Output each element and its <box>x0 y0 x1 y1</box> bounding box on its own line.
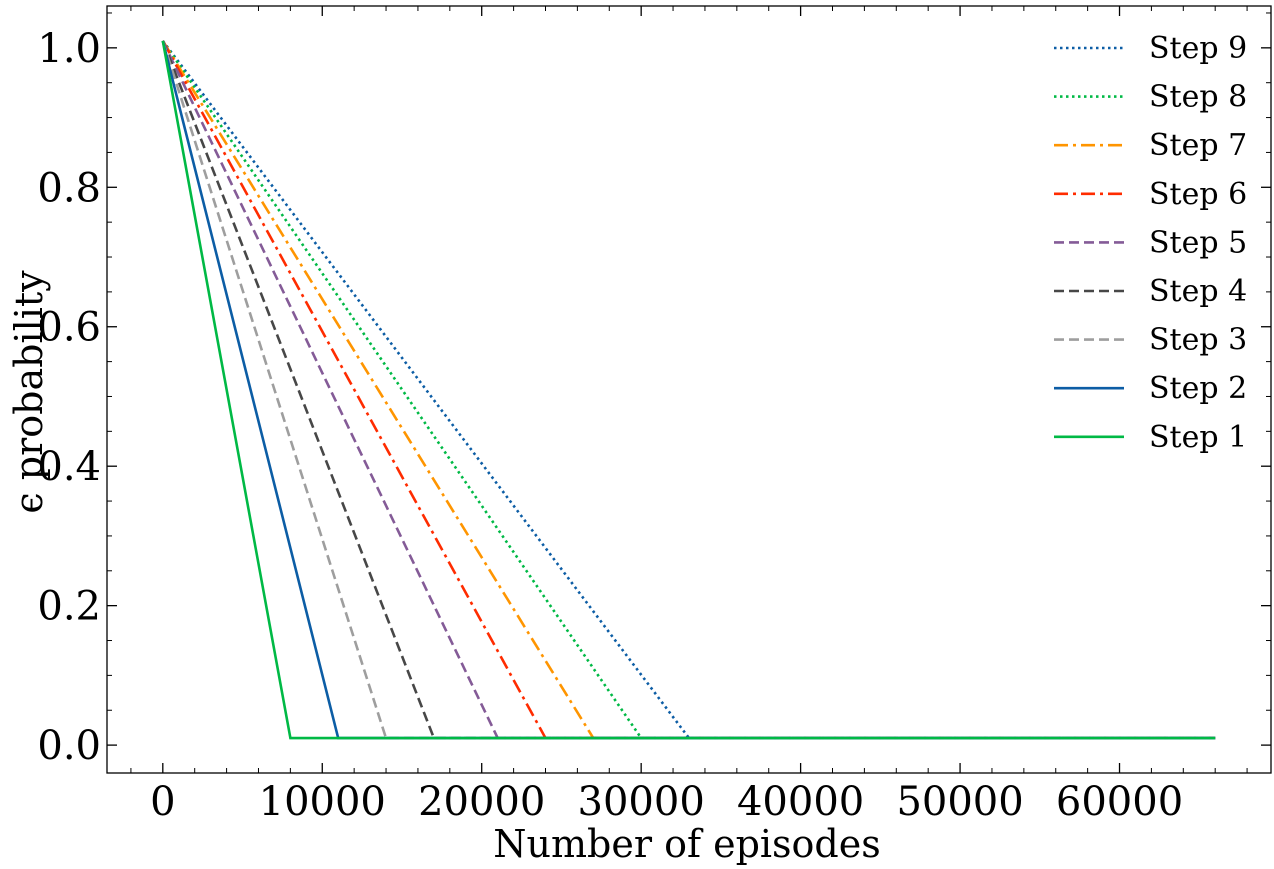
legend-label: Step 1 <box>1149 420 1247 455</box>
y-tick-labels: 0.0 0.2 0.4 0.6 0.8 1.0 <box>37 26 101 769</box>
legend-label: Step 4 <box>1149 274 1247 309</box>
y-tick-label: 0.6 <box>37 305 101 351</box>
y-tick-label: 0.8 <box>37 165 101 211</box>
x-tick-label: 60000 <box>1056 779 1183 825</box>
legend-label: Step 3 <box>1149 323 1247 358</box>
series-line <box>161 40 1216 740</box>
major-ticks <box>107 6 1271 773</box>
legend-label: Step 5 <box>1149 225 1247 260</box>
legend-label: Step 9 <box>1149 31 1247 66</box>
x-tick-labels: 0 10000 20000 30000 40000 50000 60000 <box>150 779 1183 825</box>
legend-label: Step 8 <box>1149 80 1247 115</box>
x-tick-label: 30000 <box>578 779 705 825</box>
x-tick-label: 20000 <box>418 779 545 825</box>
x-axis-label: Number of episodes <box>493 822 881 866</box>
x-tick-label: 0 <box>150 779 175 825</box>
x-tick-label: 50000 <box>896 779 1023 825</box>
x-tick-label: 40000 <box>737 779 864 825</box>
y-tick-label: 0.2 <box>37 584 101 630</box>
y-tick-label: 0.4 <box>37 444 101 490</box>
minor-ticks <box>107 6 1271 773</box>
legend-label: Step 7 <box>1149 128 1247 163</box>
y-tick-label: 0.0 <box>37 723 101 769</box>
y-axis-label: ϵ probability <box>7 270 51 514</box>
legend-label: Step 6 <box>1149 177 1247 212</box>
y-tick-label: 1.0 <box>37 26 101 72</box>
x-tick-label: 10000 <box>259 779 386 825</box>
legend-label: Step 2 <box>1149 371 1247 406</box>
legend: Step 9 Step 8 Step 7 Step 6 Step 5 Step 4 Step… <box>1054 31 1247 455</box>
plot-frame <box>106 5 1272 774</box>
series-layer <box>161 40 1216 740</box>
